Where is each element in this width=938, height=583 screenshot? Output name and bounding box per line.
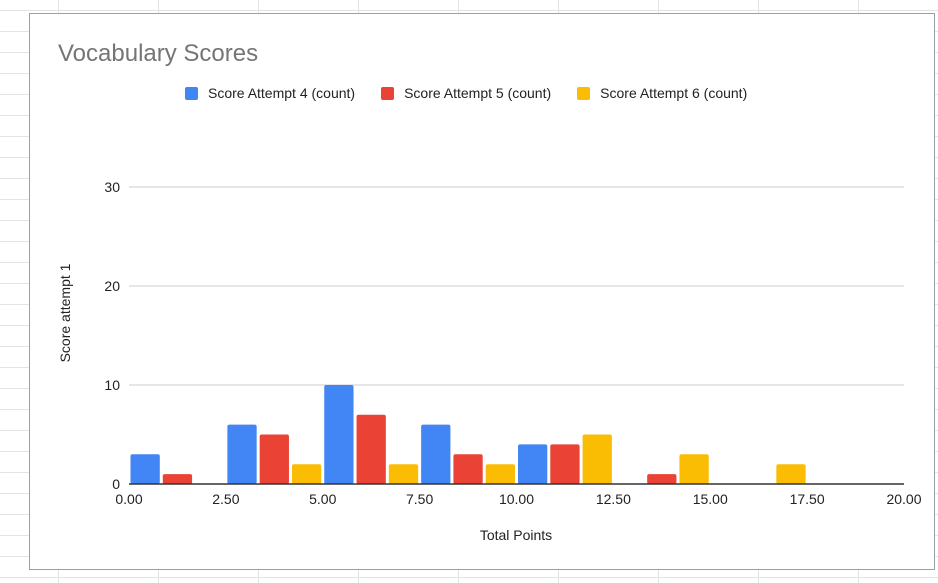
x-tick-label: 20.00 [886, 491, 921, 507]
bar-6-bin-5[interactable] [679, 454, 709, 484]
x-tick-label: 17.50 [790, 491, 825, 507]
bar-4-bin-0[interactable] [130, 454, 160, 484]
bar-6-bin-6[interactable] [776, 464, 806, 484]
legend-label-attempt-6: Score Attempt 6 (count) [600, 85, 748, 101]
legend-swatch-attempt-6 [577, 86, 591, 100]
chart-card: Vocabulary Scores Score Attempt 4 (count… [29, 13, 935, 570]
y-tick-label: 0 [112, 476, 120, 492]
legend-item-attempt-6[interactable]: Score Attempt 6 (count) [577, 85, 747, 101]
bar-5-bin-3[interactable] [453, 454, 483, 484]
x-tick-label: 0.00 [115, 491, 142, 507]
bar-5-bin-0[interactable] [162, 474, 193, 484]
bar-5-bin-2[interactable] [356, 414, 386, 484]
bar-4-bin-3[interactable] [421, 424, 451, 484]
legend-swatch-attempt-5 [381, 86, 395, 100]
bar-5-bin-1[interactable] [259, 434, 289, 485]
x-tick-label: 12.50 [596, 491, 631, 507]
legend-label-attempt-4: Score Attempt 4 (count) [208, 85, 356, 101]
legend-label-attempt-5: Score Attempt 5 (count) [404, 85, 552, 101]
x-tick-label: 5.00 [309, 491, 336, 507]
bar-5-bin-5[interactable] [647, 474, 677, 484]
bar-6-bin-4[interactable] [582, 434, 612, 485]
legend-swatch-attempt-4 [185, 86, 198, 100]
x-axis-title: Total Points [480, 527, 552, 543]
bar-5-bin-4[interactable] [550, 444, 580, 484]
bar-4-bin-4[interactable] [518, 444, 548, 484]
bars [130, 385, 806, 485]
x-tick-label: 15.00 [693, 491, 728, 507]
bar-6-bin-3[interactable] [485, 464, 515, 484]
gridlines [129, 186, 904, 386]
y-axis-title: Score attempt 1 [57, 263, 73, 362]
chart-title: Vocabulary Scores [58, 40, 259, 67]
bar-6-bin-2[interactable] [388, 464, 419, 484]
x-tick-labels: 0.00 2.50 5.00 7.50 10.00 12.50 15.00 17.50 20.0… [115, 491, 921, 507]
y-tick-label: 20 [104, 278, 120, 294]
x-tick-label: 10.00 [499, 491, 534, 507]
plot-area: 0 10 20 30 0.00 2.50 5.00 7.50 10.00 12.50 15.00 1… [57, 179, 922, 543]
y-tick-labels: 0 10 20 30 [104, 179, 120, 492]
x-tick-label: 7.50 [406, 491, 433, 507]
y-tick-label: 10 [104, 377, 120, 393]
bar-4-bin-1[interactable] [227, 424, 257, 484]
bar-4-bin-2[interactable] [324, 385, 354, 484]
y-tick-label: 30 [104, 179, 120, 195]
legend-item-attempt-4[interactable]: Score Attempt 4 (count) [185, 85, 355, 101]
bar-6-bin-1[interactable] [291, 464, 322, 484]
legend: Score Attempt 4 (count) Score Attempt 5 … [185, 85, 747, 101]
legend-item-attempt-5[interactable]: Score Attempt 5 (count) [381, 85, 551, 101]
x-tick-label: 2.50 [212, 491, 239, 507]
